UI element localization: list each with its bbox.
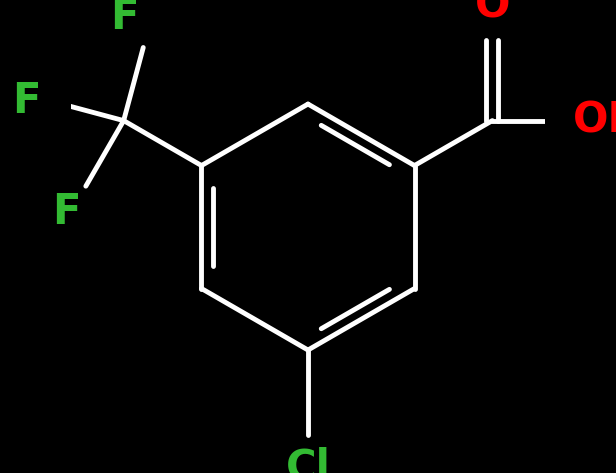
Text: OH: OH <box>573 100 616 141</box>
Text: O: O <box>474 0 510 26</box>
Text: F: F <box>110 0 139 38</box>
Text: F: F <box>52 191 81 233</box>
Text: Cl: Cl <box>286 447 330 473</box>
Text: F: F <box>12 80 41 122</box>
